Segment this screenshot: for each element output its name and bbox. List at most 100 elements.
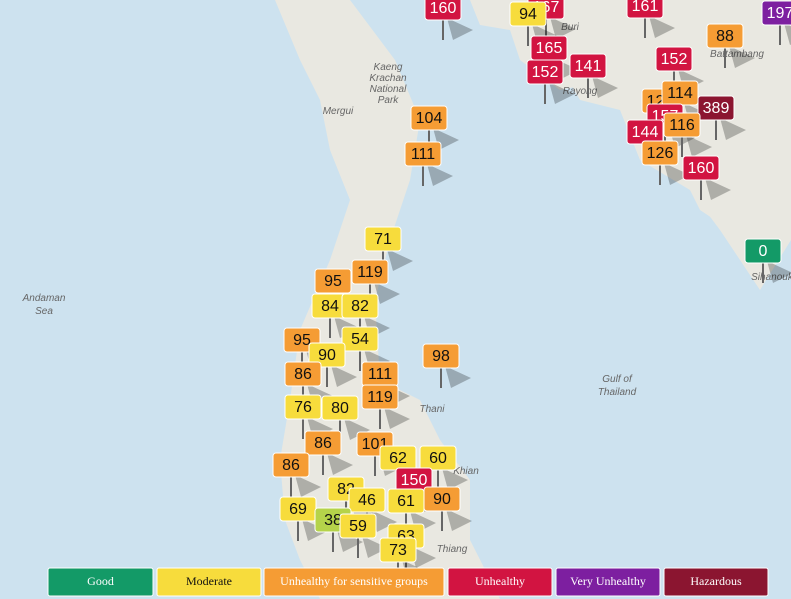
marker-value: 160 (430, 0, 457, 17)
marker-shadow (720, 118, 746, 140)
marker-value: 126 (647, 145, 674, 162)
marker-box (314, 268, 352, 294)
marker-value: 38 (324, 512, 342, 529)
marker-value: 90 (433, 491, 451, 508)
marker-box (697, 95, 735, 121)
marker-box (341, 293, 379, 319)
legend-label: Unhealthy (475, 574, 525, 588)
marker-box (379, 537, 417, 563)
marker-shadow (371, 510, 397, 532)
marker-shadow (384, 407, 410, 429)
aqi-marker[interactable]: 126 (641, 140, 690, 185)
marker-value: 71 (374, 231, 392, 248)
marker-box (272, 452, 310, 478)
marker-value: 62 (389, 450, 407, 467)
marker-box (626, 0, 664, 19)
aqi-marker[interactable]: 94 (509, 1, 558, 46)
aqi-marker[interactable]: 119 (361, 384, 410, 429)
marker-shadow (387, 249, 413, 271)
aqi-marker[interactable]: 98 (422, 343, 471, 388)
legend-box (47, 567, 154, 597)
marker-box (569, 53, 607, 79)
legend-box (663, 567, 769, 597)
aqi-marker[interactable]: 90 (423, 486, 472, 531)
legend-box (263, 567, 445, 597)
aqi-marker[interactable]: 60 (419, 445, 468, 490)
marker-shadow (442, 468, 468, 490)
place-label: Krachan (369, 73, 407, 84)
place-label: National (370, 84, 407, 95)
aqi-marker[interactable]: 80 (321, 395, 370, 440)
aqi-marker[interactable]: 86 (304, 430, 353, 475)
aqi-marker[interactable]: 111 (404, 141, 453, 186)
marker-box (641, 140, 679, 166)
legend-item: Very Unhealthy (555, 567, 661, 597)
marker-value: 86 (314, 435, 332, 452)
aqi-marker[interactable]: 389 (697, 95, 746, 140)
marker-box (284, 361, 322, 387)
marker-value: 152 (661, 51, 688, 68)
marker-box (424, 0, 462, 21)
aqi-marker[interactable]: 141 (569, 53, 618, 98)
marker-box (761, 0, 791, 26)
place-label: Sihanouk (751, 272, 791, 283)
place-label: Kaeng (374, 62, 403, 73)
marker-shadow (705, 178, 731, 200)
aqi-marker[interactable]: 197 (761, 0, 791, 45)
legend-item: Good (47, 567, 154, 597)
aqi-marker[interactable]: 104 (410, 105, 459, 150)
marker-box (351, 259, 389, 285)
marker-value: 46 (358, 492, 376, 509)
marker-value: 111 (368, 366, 392, 383)
aqi-marker[interactable]: 119 (351, 259, 400, 304)
aqi-marker[interactable]: 59 (339, 513, 388, 558)
marker-shadow (327, 453, 353, 475)
aqi-marker[interactable]: 69 (279, 496, 328, 541)
marker-value: 160 (688, 160, 715, 177)
marker-box (419, 445, 457, 471)
marker-value: 0 (759, 243, 768, 260)
aqi-marker[interactable]: 88 (706, 23, 755, 68)
marker-value: 161 (632, 0, 659, 15)
marker-value: 69 (289, 501, 307, 518)
marker-value: 116 (669, 117, 695, 134)
marker-value: 59 (349, 518, 367, 535)
aqi-marker[interactable]: 86 (272, 452, 321, 497)
marker-value: 90 (318, 347, 336, 364)
marker-value: 95 (324, 273, 342, 290)
marker-value: 119 (357, 264, 383, 281)
aqi-marker[interactable]: 90 (308, 342, 357, 387)
marker-box (404, 141, 442, 167)
marker-box (509, 1, 547, 27)
place-label: Thailand (598, 387, 637, 398)
aqi-marker[interactable]: 161 (626, 0, 675, 38)
marker-box (321, 395, 359, 421)
aqi-marker[interactable]: 71 (364, 226, 413, 271)
aqi-marker[interactable]: 152 (526, 59, 575, 104)
marker-shadow (362, 536, 388, 558)
marker-value: 98 (432, 348, 450, 365)
legend-label: Very Unhealthy (570, 574, 646, 588)
marker-box (364, 226, 402, 252)
marker-shadow (331, 365, 357, 387)
marker-box (308, 342, 346, 368)
aqi-marker[interactable]: 0 (744, 238, 791, 283)
legend-item: Moderate (156, 567, 262, 597)
marker-value: 389 (703, 100, 730, 117)
marker-box (348, 487, 386, 513)
aqi-marker[interactable]: 160 (424, 0, 473, 40)
aqi-marker[interactable]: 160 (682, 155, 731, 200)
marker-value: 94 (519, 6, 537, 23)
marker-value: 95 (293, 332, 311, 349)
marker-shadow (729, 46, 755, 68)
marker-box (410, 105, 448, 131)
marker-shadow (686, 135, 712, 157)
place-label: Park (378, 95, 400, 106)
marker-shadow (592, 76, 618, 98)
aqi-marker[interactable]: 46 (348, 487, 397, 532)
marker-box (304, 430, 342, 456)
aqi-marker[interactable]: 116 (663, 112, 712, 157)
marker-value: 150 (401, 472, 428, 489)
marker-value: 61 (397, 493, 415, 510)
